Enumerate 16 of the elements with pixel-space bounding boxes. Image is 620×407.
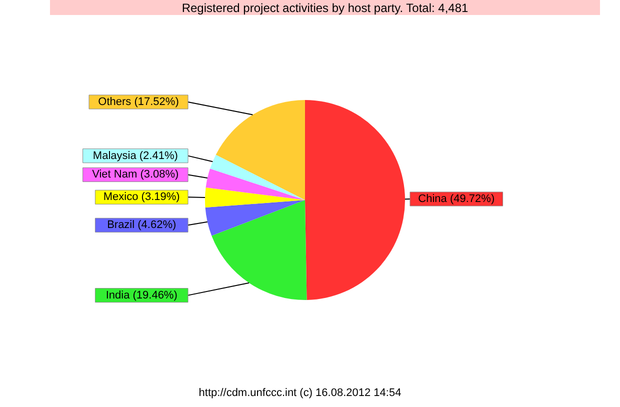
text: http://cdm.unfccc.int (c) 16.08.2012 14:54 bbox=[198, 387, 402, 399]
pie-slice bbox=[305, 100, 405, 300]
pie-slice bbox=[206, 168, 305, 200]
pie-slice bbox=[210, 154, 305, 200]
chart-title: Registered project activities by host party. Total: 4,481 bbox=[182, 1, 469, 15]
slice-label: Others (17.52%) bbox=[98, 96, 179, 108]
pie-slice bbox=[216, 100, 305, 200]
pie-slice bbox=[205, 200, 305, 236]
slice-label: India (19.46%) bbox=[106, 289, 178, 302]
slice-label: China (49.72%) bbox=[418, 192, 495, 205]
pie-slice bbox=[212, 200, 307, 300]
slice-label: Viet Nam (3.08%) bbox=[92, 168, 179, 181]
slice-label: Brazil (4.62%) bbox=[107, 219, 176, 232]
slice-label: Mexico (3.19%) bbox=[103, 191, 180, 204]
pie-slice bbox=[205, 188, 305, 208]
slice-label: Malaysia (2.41%) bbox=[92, 150, 178, 162]
